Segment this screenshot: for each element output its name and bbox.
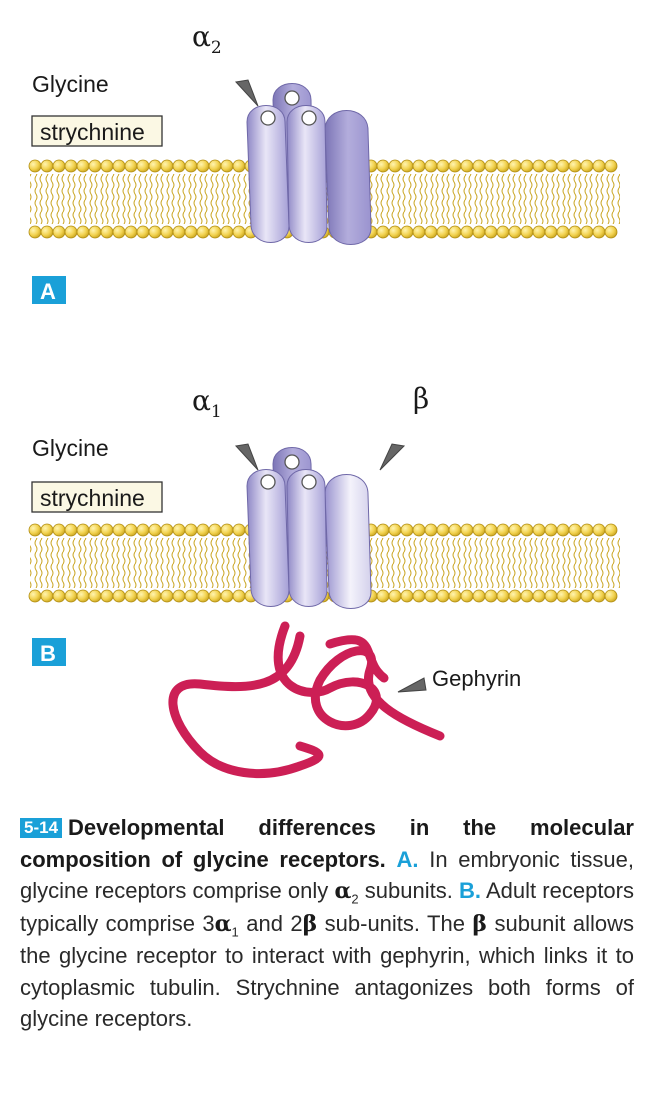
gephyrin-arrow [397, 677, 427, 693]
binding-site-arrow-alpha1 [235, 443, 259, 471]
panel-marker-b [32, 638, 66, 666]
receptor-alpha1-beta-pentamer [246, 446, 372, 610]
caption-beta-2: β [472, 910, 488, 937]
strychnine-label-b: strychnine [40, 485, 145, 511]
caption-text-b-1: Adult receptors typically comprise 3 [20, 878, 634, 936]
receptor-alpha2-pentamer [246, 82, 372, 246]
binding-site-arrow-a [235, 79, 259, 107]
caption-sub-2: 2 [351, 891, 359, 907]
binding-site-arrow-beta [379, 443, 406, 471]
caption-text-b-2: and 2 [246, 910, 303, 936]
caption-text-b-3: sub-units. The [324, 910, 465, 936]
subunit-label-alpha1: α1 [192, 384, 222, 422]
caption-text-a-2: subunits. [364, 878, 453, 903]
gephyrin-strand [168, 621, 445, 779]
caption-sub-1: 1 [231, 923, 239, 939]
gephyrin-label: Gephyrin [432, 666, 521, 691]
strychnine-box-b [31, 481, 163, 513]
caption-title: Developmental differences in the molecul… [20, 815, 634, 872]
caption-text-b-4: subunit allows the glycine receptor to i… [20, 910, 634, 1032]
caption-text-a-1: In embryonic tissue, glycine receptors c… [20, 846, 634, 904]
caption-marker-a: A. [396, 846, 419, 872]
subunit-label-beta: β [413, 382, 429, 415]
subunit-label-alpha2: α2 [192, 20, 222, 58]
caption-alpha-b: α [214, 910, 232, 937]
panel-marker-b-text: B [40, 641, 56, 666]
panel-marker-a-text: A [40, 279, 56, 304]
panel-a: α2 Glycine strychnine A [29, 20, 620, 304]
caption-marker-b: B. [459, 878, 482, 903]
glycine-label-b: Glycine [32, 435, 109, 461]
figure-number-badge: 5-14 [20, 818, 63, 838]
caption-alpha: α [334, 878, 352, 904]
caption-beta: β [302, 910, 318, 937]
figure-caption: 5-14 Developmental differences in the mol… [20, 812, 634, 1035]
glycine-label-a: Glycine [32, 71, 109, 97]
strychnine-box-a [31, 115, 163, 147]
figure-diagram: α2 Glycine strychnine A α1 β Glycine str… [0, 20, 650, 779]
panel-b: α1 β Glycine strychnine B Gephyrin [29, 382, 620, 779]
panel-marker-a [32, 276, 66, 304]
strychnine-label-a: strychnine [40, 119, 145, 145]
